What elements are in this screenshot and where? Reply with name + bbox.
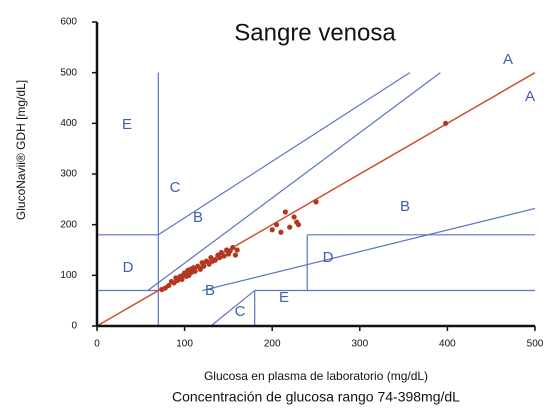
x-tick-label: 500: [527, 339, 544, 350]
point: [282, 209, 288, 215]
point: [230, 244, 236, 251]
y-tick-label: 0: [71, 321, 77, 332]
y-tick-label: 200: [60, 219, 77, 230]
zone-line: [157, 72, 411, 236]
y-tick-label: 500: [60, 67, 77, 78]
point: [212, 257, 218, 263]
point: [313, 199, 319, 205]
point: [221, 253, 227, 259]
zone-label: B: [400, 198, 410, 215]
point: [218, 249, 224, 256]
zone-label: A: [525, 88, 535, 105]
y-axis-label: GlucoNavii® GDH [mg/dL]: [14, 80, 28, 220]
x-tick-label: 400: [439, 339, 456, 350]
point: [278, 229, 284, 235]
zone-label: B: [193, 209, 203, 226]
point: [232, 252, 239, 258]
point: [197, 266, 203, 272]
y-tick-label: 600: [60, 17, 77, 28]
point: [192, 268, 198, 274]
x-tick-label: 300: [351, 339, 368, 350]
point: [291, 214, 297, 220]
subtitle: Concentración de glucosa rango 74-398mg/…: [172, 389, 460, 405]
zone-line: [201, 207, 536, 292]
point: [201, 263, 207, 269]
point: [287, 224, 293, 230]
y-tick-label: 300: [60, 169, 77, 180]
point: [166, 282, 172, 289]
zone-label: B: [205, 282, 215, 299]
zone-label: C: [170, 179, 181, 196]
x-tick-label: 100: [176, 339, 193, 350]
point: [174, 277, 181, 283]
point: [295, 222, 302, 228]
point: [227, 248, 233, 254]
point: [443, 120, 449, 126]
zone-label: E: [122, 116, 132, 133]
zone-label: A: [503, 51, 513, 68]
point: [234, 247, 240, 253]
y-tick-label: 400: [60, 118, 77, 129]
zone-label: D: [323, 249, 334, 266]
y-tick-label: 100: [60, 270, 77, 281]
zone-label: E: [279, 289, 289, 306]
zone-label: D: [123, 259, 134, 276]
point: [269, 227, 275, 233]
zone-label: C: [235, 303, 246, 320]
point: [206, 261, 212, 267]
zone-line: [210, 290, 256, 327]
point: [179, 276, 185, 282]
point: [273, 222, 280, 228]
zone-line: [147, 72, 441, 292]
x-tick-label: 200: [264, 339, 281, 350]
point: [217, 255, 223, 261]
chart-title: Sangre venosa: [234, 19, 396, 46]
x-axis-label: Glucosa en plasma de laboratorio (mg/dL): [204, 369, 428, 383]
x-tick-label: 0: [94, 339, 100, 350]
